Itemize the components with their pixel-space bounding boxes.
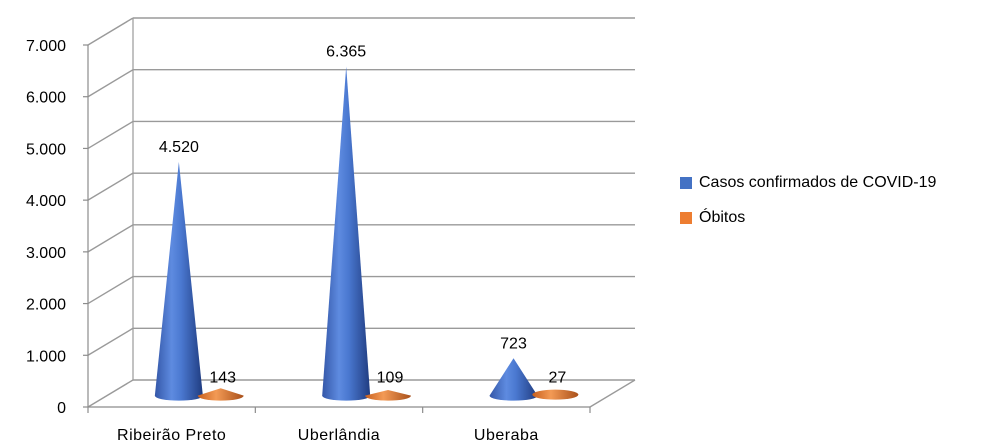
data-label: 723 bbox=[500, 335, 527, 352]
legend-label-obitos: Óbitos bbox=[699, 209, 746, 226]
y-tick-label: 1.000 bbox=[26, 348, 66, 365]
legend-item-obitos: Óbitos bbox=[680, 207, 990, 229]
cone-bar bbox=[322, 66, 371, 401]
floor-edge bbox=[589, 379, 636, 408]
y-tick-label: 7.000 bbox=[26, 38, 66, 55]
gridline-side bbox=[87, 172, 134, 201]
data-labels: 4.520 6.365 723 143 109 27 bbox=[159, 43, 567, 386]
axes: 0 1.000 2.000 3.000 4.000 5.000 6.000 7.000 Ribe… bbox=[26, 38, 591, 444]
y-tick-label: 3.000 bbox=[26, 245, 66, 262]
cone-body bbox=[154, 161, 203, 401]
gridline-side bbox=[87, 224, 134, 253]
legend-item-casos: Casos confirmados de COVID-19 bbox=[680, 172, 990, 194]
x-tick-label: Uberaba bbox=[474, 427, 539, 444]
gridline-side bbox=[87, 379, 134, 408]
cone-bar bbox=[489, 358, 538, 401]
cone-body bbox=[489, 358, 538, 401]
gridline-side bbox=[87, 120, 134, 150]
y-tick-label: 0 bbox=[57, 400, 66, 417]
legend-label-casos: Casos confirmados de COVID-19 bbox=[699, 174, 937, 191]
y-tick-label: 2.000 bbox=[26, 297, 66, 314]
cone-bar bbox=[365, 390, 412, 401]
gridline-side bbox=[87, 327, 134, 356]
data-label: 109 bbox=[377, 370, 404, 387]
legend: Casos confirmados de COVID-19 Óbitos bbox=[680, 172, 990, 242]
gridline-side bbox=[87, 69, 134, 98]
x-tick-label: Uberlândia bbox=[298, 427, 380, 444]
legend-swatch-casos bbox=[680, 177, 692, 189]
data-label: 143 bbox=[209, 370, 236, 387]
x-tick-label: Ribeirão Preto bbox=[117, 427, 226, 444]
gridline-side bbox=[87, 17, 134, 46]
data-label: 6.365 bbox=[326, 43, 366, 60]
y-tick-label: 4.000 bbox=[26, 193, 66, 210]
cone-body bbox=[197, 388, 244, 401]
gridlines bbox=[87, 17, 636, 408]
cone-bar bbox=[532, 389, 579, 400]
data-label: 27 bbox=[548, 370, 566, 387]
plot-marks bbox=[154, 66, 579, 401]
y-tick-label: 6.000 bbox=[26, 90, 66, 107]
gridline-side bbox=[87, 275, 134, 305]
cone-bar bbox=[154, 161, 203, 401]
y-tick-label: 5.000 bbox=[26, 141, 66, 158]
legend-swatch-obitos bbox=[680, 212, 692, 224]
cone-bar bbox=[197, 388, 244, 401]
cone-body bbox=[322, 66, 371, 401]
data-label: 4.520 bbox=[159, 139, 199, 156]
cone-base bbox=[532, 389, 579, 400]
cone-body bbox=[365, 390, 412, 401]
